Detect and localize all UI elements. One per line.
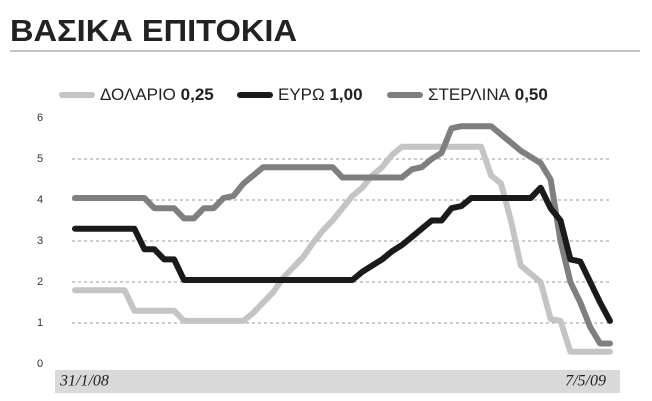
y-tick-label: 3 (37, 235, 43, 247)
series-line (72, 184, 613, 324)
y-tick-label: 6 (37, 112, 43, 124)
legend-entry: ΔΟΛΑΡΙΟ 0,25 (100, 85, 214, 104)
legend-rate: 0,50 (515, 85, 548, 104)
x-tick-label: 7/5/09 (565, 373, 606, 390)
x-tick-label: 31/1/08 (59, 373, 109, 390)
series-line (72, 143, 613, 355)
series-line (72, 123, 613, 347)
legend-entry: ΣΤΕΡΛΙΝΑ 0,50 (428, 85, 548, 104)
y-tick-label: 0 (37, 358, 43, 370)
legend-name: ΔΟΛΑΡΙΟ (100, 85, 176, 104)
y-tick-label: 1 (37, 317, 43, 329)
legend-rate: 1,00 (329, 85, 362, 104)
x-axis-band (55, 370, 620, 393)
y-tick-label: 5 (37, 153, 43, 165)
legend-name: ΣΤΕΡΛΙΝΑ (428, 85, 511, 104)
chart-title: ΒΑΣΙΚΑ ΕΠΙΤΟΚΙΑ (10, 13, 297, 48)
legend-rate: 0,25 (181, 85, 214, 104)
legend-name: ΕΥΡΩ (278, 85, 325, 104)
y-tick-label: 4 (37, 194, 43, 206)
y-tick-label: 2 (37, 276, 43, 288)
legend-entry: ΕΥΡΩ 1,00 (278, 85, 363, 104)
